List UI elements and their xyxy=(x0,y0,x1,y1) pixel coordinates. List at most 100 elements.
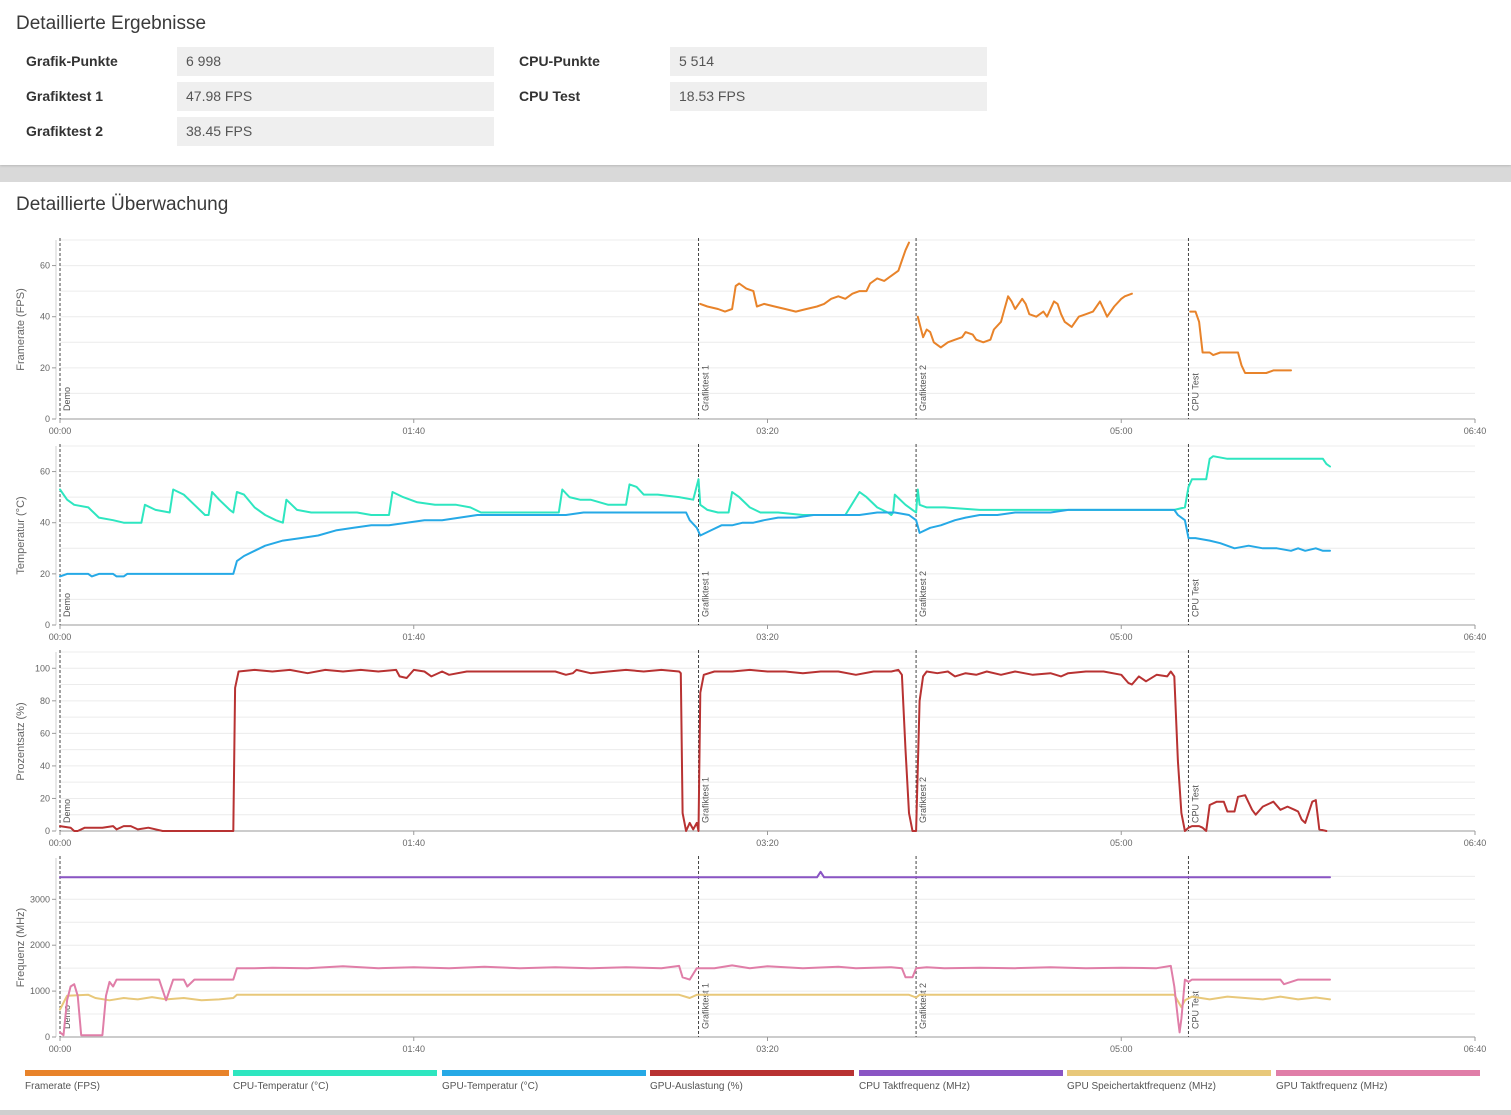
x-tick-label: 03:20 xyxy=(756,632,779,642)
phase-marker-label: Grafiktest 1 xyxy=(701,365,711,411)
phase-marker-label: Demo xyxy=(62,799,72,823)
legend-label: CPU-Temperatur (°C) xyxy=(233,1081,329,1092)
result-label-graphics-test-1: Grafiktest 1 xyxy=(26,88,104,104)
x-tick-label: 01:40 xyxy=(402,426,425,436)
legend-swatch xyxy=(25,1070,229,1076)
legend-swatch xyxy=(1067,1070,1271,1076)
legend-label: CPU Taktfrequenz (MHz) xyxy=(859,1081,970,1092)
legend-item-gpu-clock[interactable]: GPU Taktfrequenz (MHz) xyxy=(1276,1070,1480,1092)
legend-item-gpu-memory-clock[interactable]: GPU Speichertaktfrequenz (MHz) xyxy=(1067,1070,1271,1092)
x-tick-label: 03:20 xyxy=(756,1044,779,1054)
x-tick-label: 06:40 xyxy=(1464,426,1487,436)
series-line xyxy=(59,455,1331,524)
y-axis-label: Framerate (FPS) xyxy=(15,288,27,371)
series-line xyxy=(1189,310,1292,374)
result-value-cpu-score: 5 514 xyxy=(670,47,987,76)
chart-panel-1: 0 20 40 60 Framerate (FPS) 00:00 01:40 03:20 05:… xyxy=(15,238,1486,436)
legend-label: GPU-Temperatur (°C) xyxy=(442,1081,539,1092)
y-tick-label: 0 xyxy=(45,620,50,630)
series-line xyxy=(59,993,1331,1011)
y-tick-label: 0 xyxy=(45,826,50,836)
y-tick-label: 0 xyxy=(45,1032,50,1042)
phase-marker-label: Grafiktest 1 xyxy=(701,983,711,1029)
series-line xyxy=(699,241,910,313)
x-tick-label: 01:40 xyxy=(402,1044,425,1054)
monitoring-panel: Detaillierte Überwachung xyxy=(0,182,1511,1110)
x-tick-label: 05:00 xyxy=(1110,838,1133,848)
x-tick-label: 03:20 xyxy=(756,426,779,436)
x-tick-label: 05:00 xyxy=(1110,632,1133,642)
x-tick-label: 00:00 xyxy=(49,632,72,642)
chart-panel-2: 0 20 40 60 Temperatur (°C) 00:00 01:40 03:20 05:… xyxy=(15,444,1486,642)
legend-label: GPU-Auslastung (%) xyxy=(650,1081,743,1092)
legend-item-framerate[interactable]: Framerate (FPS) xyxy=(25,1070,229,1092)
legend-swatch xyxy=(859,1070,1063,1076)
legend-swatch xyxy=(650,1070,854,1076)
legend-label: Framerate (FPS) xyxy=(25,1081,101,1092)
series-line xyxy=(59,964,1331,1037)
y-tick-label: 3000 xyxy=(30,894,50,904)
x-tick-label: 00:00 xyxy=(49,838,72,848)
bottom-edge xyxy=(0,1110,1511,1115)
result-label-graphics-score: Grafik-Punkte xyxy=(26,53,118,69)
legend-item-cpu-temperature[interactable]: CPU-Temperatur (°C) xyxy=(233,1070,437,1092)
phase-marker-label: CPU Test xyxy=(1190,579,1200,617)
y-axis-label: Frequenz (MHz) xyxy=(15,908,27,987)
results-title: Detaillierte Ergebnisse xyxy=(16,13,207,34)
y-tick-label: 2000 xyxy=(30,940,50,950)
y-tick-label: 100 xyxy=(35,663,50,673)
chart-panel-3: 0 20 40 60 80 100 Prozentsatz (%) 00:00 01:40 03:… xyxy=(15,650,1486,848)
phase-marker-label: Grafiktest 2 xyxy=(918,983,928,1029)
x-tick-label: 00:00 xyxy=(49,1044,72,1054)
y-axis-label: Prozentsatz (%) xyxy=(15,702,27,780)
x-tick-label: 06:40 xyxy=(1464,838,1487,848)
result-value-graphics-test-2: 38.45 FPS xyxy=(177,117,494,146)
result-label-cpu-test: CPU Test xyxy=(519,88,581,104)
y-tick-label: 40 xyxy=(40,761,50,771)
legend-item-gpu-load[interactable]: GPU-Auslastung (%) xyxy=(650,1070,854,1092)
y-axis-label: Temperatur (°C) xyxy=(15,496,27,574)
phase-marker-label: CPU Test xyxy=(1190,373,1200,411)
y-tick-label: 20 xyxy=(40,363,50,373)
y-tick-label: 1000 xyxy=(30,986,50,996)
legend-swatch xyxy=(442,1070,646,1076)
legend-swatch xyxy=(1276,1070,1480,1076)
legend-item-gpu-temperature[interactable]: GPU-Temperatur (°C) xyxy=(442,1070,646,1092)
y-tick-label: 0 xyxy=(45,414,50,424)
legend-label: GPU Taktfrequenz (MHz) xyxy=(1276,1081,1388,1092)
legend-swatch xyxy=(233,1070,437,1076)
y-tick-label: 40 xyxy=(40,312,50,322)
result-value-cpu-test: 18.53 FPS xyxy=(670,82,987,111)
legend-label: GPU Speichertaktfrequenz (MHz) xyxy=(1067,1081,1216,1092)
phase-marker-label: Demo xyxy=(62,593,72,617)
phase-marker-label: CPU Test xyxy=(1190,785,1200,823)
x-tick-label: 01:40 xyxy=(402,838,425,848)
y-tick-label: 60 xyxy=(40,728,50,738)
y-tick-label: 40 xyxy=(40,518,50,528)
y-tick-label: 60 xyxy=(40,261,50,271)
y-tick-label: 60 xyxy=(40,467,50,477)
x-tick-label: 01:40 xyxy=(402,632,425,642)
phase-marker-label: Grafiktest 2 xyxy=(918,365,928,411)
monitoring-title: Detaillierte Überwachung xyxy=(16,194,229,215)
phase-marker-label: Grafiktest 2 xyxy=(918,571,928,617)
x-tick-label: 06:40 xyxy=(1464,632,1487,642)
legend-item-cpu-clock[interactable]: CPU Taktfrequenz (MHz) xyxy=(859,1070,1063,1092)
result-label-graphics-test-2: Grafiktest 2 xyxy=(26,123,104,139)
phase-marker-label: Demo xyxy=(62,1005,72,1029)
phase-marker-label: Grafiktest 2 xyxy=(918,777,928,823)
series-line xyxy=(59,668,1328,832)
x-tick-label: 05:00 xyxy=(1110,1044,1133,1054)
x-tick-label: 00:00 xyxy=(49,426,72,436)
x-tick-label: 05:00 xyxy=(1110,426,1133,436)
y-tick-label: 20 xyxy=(40,569,50,579)
series-line xyxy=(59,870,1331,879)
x-tick-label: 06:40 xyxy=(1464,1044,1487,1054)
phase-marker-label: Demo xyxy=(62,387,72,411)
phase-marker-label: Grafiktest 1 xyxy=(701,777,711,823)
result-label-cpu-score: CPU-Punkte xyxy=(519,53,600,69)
phase-marker-label: CPU Test xyxy=(1190,991,1200,1029)
y-tick-label: 80 xyxy=(40,696,50,706)
